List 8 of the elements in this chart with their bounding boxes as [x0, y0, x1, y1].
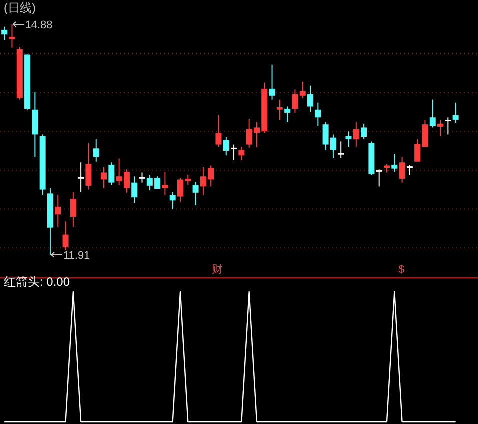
annotation: 11.91 — [50, 250, 90, 262]
annotation: 14.88 — [25, 20, 53, 32]
chart-title: 红箭头: 0.00 — [4, 275, 70, 289]
text: $ — [398, 264, 405, 276]
text: 财 — [212, 263, 223, 276]
chart-title: (日线) — [4, 1, 36, 15]
annotation: 11.91 — [63, 250, 90, 262]
annotation: 14.88 — [12, 20, 53, 32]
